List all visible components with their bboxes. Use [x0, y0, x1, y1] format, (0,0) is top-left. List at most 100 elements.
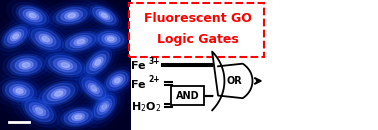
Polygon shape	[12, 2, 53, 29]
Polygon shape	[85, 81, 102, 96]
Polygon shape	[6, 0, 59, 32]
Polygon shape	[39, 34, 52, 44]
Polygon shape	[11, 32, 21, 41]
Text: Fe: Fe	[131, 80, 146, 89]
Polygon shape	[90, 54, 106, 70]
Polygon shape	[79, 75, 108, 102]
Polygon shape	[74, 38, 88, 45]
Polygon shape	[90, 5, 118, 26]
Polygon shape	[33, 106, 46, 115]
Text: 3+: 3+	[149, 57, 160, 66]
Polygon shape	[15, 59, 37, 71]
Polygon shape	[12, 89, 66, 130]
Polygon shape	[72, 113, 85, 121]
Polygon shape	[82, 0, 127, 32]
Polygon shape	[16, 89, 23, 93]
Polygon shape	[0, 18, 38, 55]
Polygon shape	[68, 14, 76, 18]
Polygon shape	[84, 49, 112, 76]
Polygon shape	[86, 51, 109, 74]
Polygon shape	[34, 46, 97, 84]
Polygon shape	[61, 107, 95, 127]
Polygon shape	[23, 9, 42, 22]
Polygon shape	[101, 67, 134, 94]
Polygon shape	[53, 6, 90, 25]
Polygon shape	[26, 12, 39, 20]
Polygon shape	[36, 32, 56, 46]
Polygon shape	[34, 78, 83, 109]
Polygon shape	[91, 27, 130, 51]
Polygon shape	[9, 84, 29, 98]
Polygon shape	[107, 72, 128, 90]
Polygon shape	[81, 45, 115, 80]
Polygon shape	[51, 102, 105, 130]
FancyBboxPatch shape	[171, 86, 204, 105]
Polygon shape	[95, 60, 101, 65]
Polygon shape	[47, 86, 70, 101]
Polygon shape	[95, 30, 127, 48]
Polygon shape	[22, 97, 56, 124]
Polygon shape	[51, 89, 66, 98]
FancyBboxPatch shape	[129, 3, 264, 57]
Polygon shape	[91, 86, 97, 91]
Polygon shape	[92, 93, 117, 120]
Polygon shape	[22, 63, 30, 67]
Polygon shape	[13, 87, 26, 95]
Polygon shape	[97, 64, 138, 98]
Polygon shape	[23, 23, 68, 55]
Polygon shape	[104, 70, 130, 91]
Polygon shape	[28, 26, 63, 52]
Polygon shape	[0, 22, 33, 51]
Polygon shape	[82, 77, 106, 99]
Polygon shape	[68, 111, 88, 123]
Polygon shape	[64, 109, 93, 125]
Polygon shape	[65, 12, 79, 19]
Polygon shape	[96, 10, 113, 22]
Text: Logic Gates: Logic Gates	[156, 32, 239, 46]
Polygon shape	[8, 30, 24, 43]
Polygon shape	[85, 85, 124, 128]
Polygon shape	[18, 19, 74, 59]
Polygon shape	[16, 5, 49, 26]
Polygon shape	[212, 52, 253, 110]
Polygon shape	[36, 108, 43, 113]
Polygon shape	[49, 55, 82, 75]
Polygon shape	[102, 104, 107, 109]
Polygon shape	[4, 27, 27, 46]
Polygon shape	[0, 73, 46, 109]
Polygon shape	[42, 83, 75, 104]
Polygon shape	[45, 53, 85, 77]
Polygon shape	[86, 24, 136, 54]
Polygon shape	[55, 91, 63, 96]
Polygon shape	[58, 29, 104, 54]
Polygon shape	[93, 7, 116, 24]
Polygon shape	[77, 40, 85, 44]
Polygon shape	[76, 41, 120, 84]
Polygon shape	[99, 12, 110, 20]
Polygon shape	[61, 63, 69, 67]
Polygon shape	[5, 82, 34, 100]
Polygon shape	[29, 103, 49, 118]
Text: H$_2$O$_2$: H$_2$O$_2$	[131, 100, 161, 113]
Polygon shape	[29, 13, 36, 18]
Text: Fluorescent GO: Fluorescent GO	[144, 12, 251, 25]
Polygon shape	[52, 25, 110, 58]
Polygon shape	[97, 99, 112, 114]
Polygon shape	[88, 83, 99, 93]
Polygon shape	[0, 48, 56, 82]
Polygon shape	[93, 57, 103, 68]
Polygon shape	[7, 54, 45, 76]
Polygon shape	[39, 81, 78, 106]
Polygon shape	[18, 94, 60, 127]
Text: 2+: 2+	[149, 75, 160, 84]
Polygon shape	[28, 74, 90, 113]
Polygon shape	[75, 115, 82, 119]
Polygon shape	[25, 99, 53, 122]
Polygon shape	[98, 31, 124, 47]
Polygon shape	[19, 7, 46, 24]
Polygon shape	[11, 56, 42, 74]
Polygon shape	[54, 58, 77, 72]
Polygon shape	[100, 102, 109, 112]
Polygon shape	[2, 25, 29, 48]
Polygon shape	[3, 51, 50, 79]
